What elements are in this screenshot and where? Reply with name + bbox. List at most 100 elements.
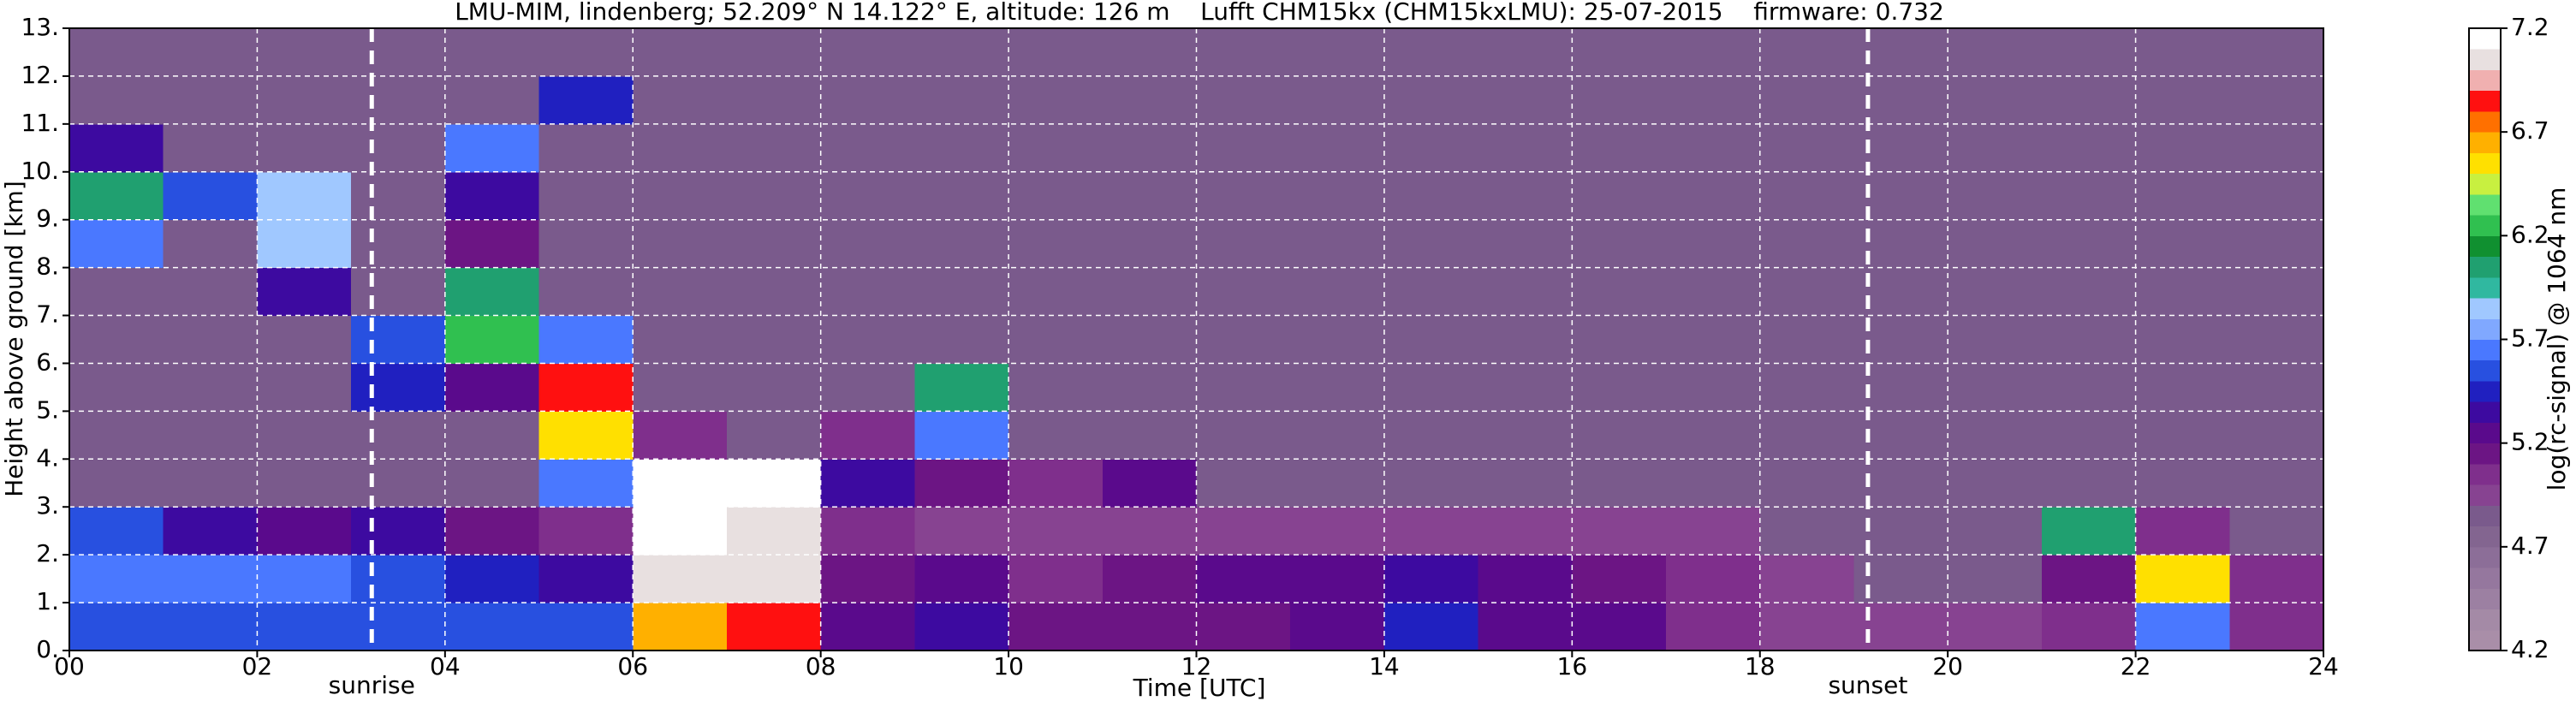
heatmap-cell: [538, 75, 634, 125]
x-tick-label: 08: [806, 652, 836, 680]
heatmap-cell: [1666, 459, 1761, 508]
heatmap-cell: [538, 459, 634, 508]
colorbar-segment: [2469, 215, 2501, 236]
y-tick-label: 3.: [36, 491, 59, 520]
heatmap-cell: [1196, 171, 1291, 221]
heatmap-cell: [820, 267, 915, 317]
heatmap-cell: [69, 219, 164, 269]
heatmap-cell: [2135, 411, 2230, 460]
heatmap-cell: [1478, 75, 1573, 125]
heatmap-cell: [1102, 171, 1197, 221]
heatmap-cell: [1196, 315, 1291, 364]
heatmap-cell: [351, 411, 446, 460]
heatmap-cell: [633, 507, 728, 556]
heatmap-cell: [1478, 171, 1573, 221]
heatmap-cell: [2135, 459, 2230, 508]
y-tick-label: 5.: [36, 395, 59, 424]
heatmap-cell: [1290, 507, 1385, 556]
heatmap-cell: [538, 603, 634, 651]
heatmap-cell: [726, 315, 822, 364]
heatmap-cell: [1948, 267, 2043, 317]
heatmap-cell: [2135, 75, 2230, 125]
heatmap-cell: [163, 267, 258, 317]
heatmap-cell: [1008, 507, 1104, 556]
heatmap-cell: [1383, 459, 1479, 508]
heatmap-cell: [820, 123, 915, 173]
heatmap-cell: [1008, 267, 1104, 317]
heatmap-cell: [1572, 507, 1667, 556]
heatmap-cell: [2229, 555, 2324, 603]
heatmap-cell: [444, 603, 540, 651]
heatmap-cell: [1008, 219, 1104, 269]
heatmap-cell: [1383, 603, 1479, 651]
heatmap-cell: [1759, 267, 1854, 317]
heatmap-cell: [257, 28, 352, 77]
heatmap-cell: [726, 75, 822, 125]
heatmap-cell: [1759, 555, 1854, 603]
heatmap-cell: [1759, 315, 1854, 364]
colorbar-segment: [2469, 132, 2501, 153]
heatmap-cell: [2229, 171, 2324, 221]
x-tick-label: 14: [1369, 652, 1400, 680]
heatmap-cell: [1383, 171, 1479, 221]
heatmap-cell: [1290, 315, 1385, 364]
heatmap-cell: [2135, 28, 2230, 77]
heatmap-cell: [1196, 411, 1291, 460]
heatmap-cell: [2041, 75, 2137, 125]
heatmap-cell: [1666, 28, 1761, 77]
heatmap-cell: [914, 219, 1009, 269]
x-tick-label: 24: [2308, 652, 2339, 680]
x-tick-label: 18: [1745, 652, 1776, 680]
heatmap-cell: [1196, 555, 1291, 603]
heatmap-cell: [820, 28, 915, 77]
heatmap-cell: [2229, 123, 2324, 173]
heatmap-cell: [1102, 507, 1197, 556]
heatmap-cell: [633, 219, 728, 269]
heatmap-cell: [1478, 363, 1573, 412]
y-tick-label: 7.: [36, 300, 59, 329]
heatmap-cell: [633, 459, 728, 508]
x-tick-label: 10: [993, 652, 1024, 680]
colorbar-tick-label: 6.2: [2511, 220, 2549, 248]
heatmap-cell: [163, 363, 258, 412]
colorbar-tick-label: 4.2: [2511, 635, 2549, 663]
heatmap-cell: [1383, 363, 1479, 412]
heatmap-cell: [1008, 123, 1104, 173]
heatmap-cell: [1948, 219, 2043, 269]
heatmap-cell: [2135, 219, 2230, 269]
heatmap-cell: [914, 123, 1009, 173]
x-tick-label: 00: [54, 652, 85, 680]
heatmap-cell: [2041, 363, 2137, 412]
y-axis-label: Height above ground [km]: [0, 181, 28, 497]
heatmap-cell: [1196, 75, 1291, 125]
heatmap-cell: [820, 75, 915, 125]
annotation-label: sunrise: [329, 671, 415, 699]
heatmap-cell: [820, 507, 915, 556]
heatmap-cell: [351, 219, 446, 269]
heatmap-cell: [1008, 603, 1104, 651]
heatmap-cell: [257, 123, 352, 173]
colorbar-segment: [2469, 276, 2501, 299]
heatmap-cell: [1666, 123, 1761, 173]
heatmap-cell: [351, 555, 446, 603]
heatmap-cell: [1102, 411, 1197, 460]
heatmap-cell: [2041, 603, 2137, 651]
heatmap-cell: [1102, 28, 1197, 77]
heatmap-cell: [1948, 75, 2043, 125]
heatmap-cell: [2041, 123, 2137, 173]
heatmap-cell: [820, 459, 915, 508]
y-tick-label: 10.: [21, 157, 59, 185]
colorbar-segment: [2469, 359, 2501, 382]
heatmap-cell: [1196, 459, 1291, 508]
heatmap-cell: [257, 363, 352, 412]
heatmap-cell: [2229, 267, 2324, 317]
heatmap-cell: [257, 507, 352, 556]
heatmap-cell: [1572, 219, 1667, 269]
colorbar-segment: [2469, 28, 2501, 50]
heatmap-cell: [1478, 459, 1573, 508]
colorbar-segment: [2469, 298, 2501, 319]
heatmap-cell: [1572, 315, 1667, 364]
heatmap-cell: [633, 603, 728, 651]
colorbar-segment: [2469, 422, 2501, 444]
heatmap-cell: [351, 507, 446, 556]
